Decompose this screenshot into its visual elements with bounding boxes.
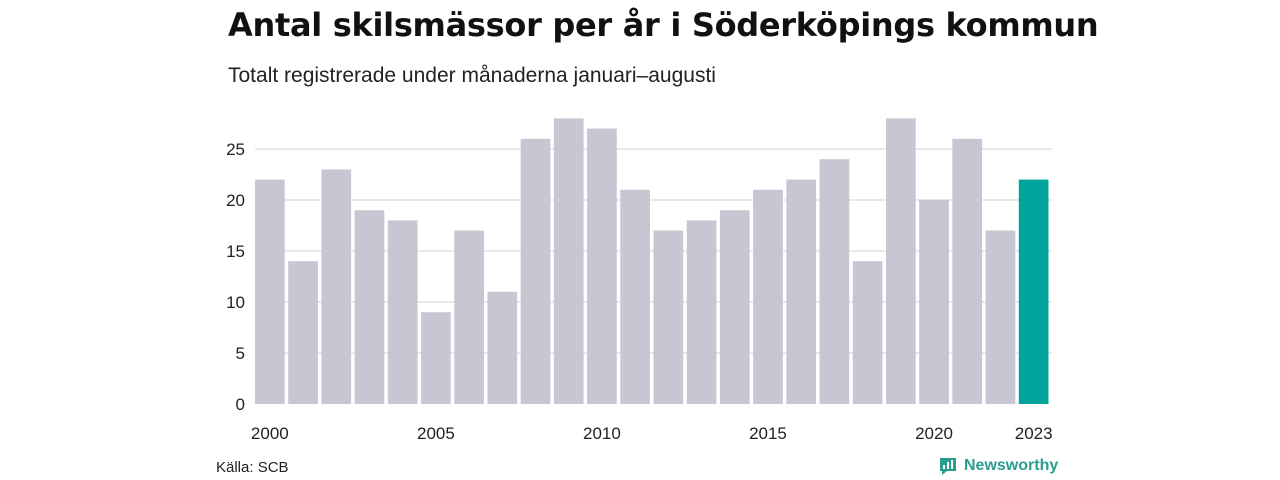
chart-subtitle: Totalt registrerade under månaderna janu… <box>228 64 716 87</box>
y-tick-label: 15 <box>226 242 245 261</box>
bar-2013 <box>686 220 717 404</box>
x-tick-label: 2005 <box>417 424 455 443</box>
x-tick-label: 2023 <box>1015 424 1053 443</box>
bar-2012 <box>653 230 684 404</box>
bar-2006 <box>454 230 484 404</box>
y-tick-label: 0 <box>236 395 245 414</box>
y-tick-label: 20 <box>226 191 245 210</box>
bar-2007 <box>487 291 518 404</box>
bar-2011 <box>620 189 650 404</box>
bar-2019 <box>885 118 916 405</box>
bar-2004 <box>387 220 418 404</box>
bar-2002 <box>321 169 352 404</box>
y-tick-label: 25 <box>226 140 245 159</box>
source-label: Källa: SCB <box>216 459 289 476</box>
x-tick-label: 2000 <box>251 424 289 443</box>
x-tick-label: 2010 <box>583 424 621 443</box>
bar-2015 <box>753 189 783 404</box>
bar-2018 <box>852 261 883 404</box>
bar-2003 <box>354 210 385 404</box>
x-axis-ticks: 2000 2005 2010 2015 2020 2023 <box>251 424 1053 443</box>
bar-2005 <box>421 312 451 404</box>
bar-2022 <box>985 230 1016 404</box>
bar-2017 <box>819 159 850 404</box>
chart-title: Antal skilsmässor per år i Söderköpings … <box>228 6 1099 44</box>
bars <box>255 118 1049 405</box>
bar-2014 <box>719 210 750 404</box>
y-axis-ticks: 0 5 10 15 20 25 <box>226 140 245 414</box>
newsworthy-logo-icon <box>940 458 956 475</box>
y-tick-label: 5 <box>236 344 245 363</box>
bar-2009 <box>553 118 584 405</box>
y-tick-label: 10 <box>226 293 245 312</box>
bar-2023 <box>1018 179 1049 404</box>
bar-2020 <box>919 200 949 404</box>
bar-2001 <box>288 261 318 404</box>
bar-2021 <box>952 138 983 405</box>
x-tick-label: 2015 <box>749 424 787 443</box>
brand-logo: Newsworthy <box>938 456 1058 476</box>
bar-2016 <box>786 179 817 404</box>
bar-2008 <box>520 138 551 405</box>
brand-name: Newsworthy <box>964 457 1059 474</box>
bar-2000 <box>255 179 285 404</box>
x-tick-label: 2020 <box>915 424 953 443</box>
bar-2010 <box>587 128 617 404</box>
